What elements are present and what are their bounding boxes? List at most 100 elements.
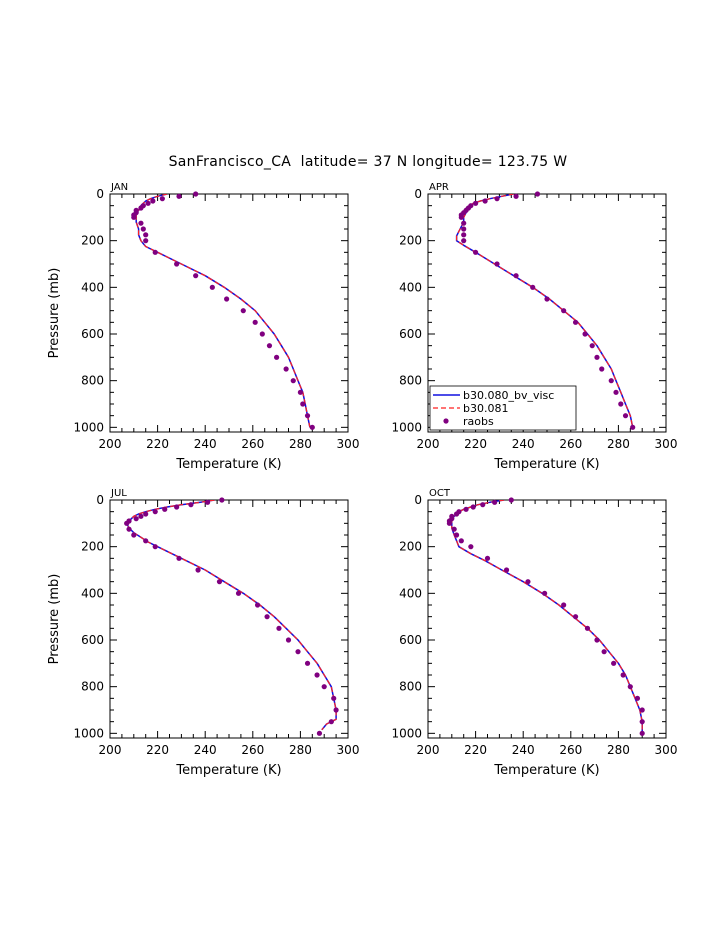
raobs-point (300, 401, 306, 407)
x-tick-label: 220 (464, 437, 487, 451)
raobs-point (254, 602, 261, 608)
raobs-point (193, 191, 199, 197)
x-axis-title: Temperature (K) (493, 457, 599, 472)
raobs-point (276, 625, 282, 631)
panel-oct: OCT 200 220 240 260 280 300 0 200 400 600 800 1000 Te… (391, 488, 677, 778)
raobs-point (492, 499, 498, 505)
x-axis-title: Temperature (K) (493, 763, 599, 778)
y-tick-label: 400 (81, 280, 104, 294)
raobs-point (446, 520, 453, 526)
x-tick-label: 200 (99, 743, 122, 757)
raobs-point (138, 220, 144, 226)
plot-frame (109, 499, 349, 739)
raobs-point (542, 590, 548, 596)
raobs-point (140, 226, 146, 232)
raobs-point (639, 719, 645, 725)
raobs-point (561, 602, 567, 608)
raobs-point (589, 343, 595, 349)
panel-jul: JUL 200 220 240 260 280 300 0 200 400 600 800 1000 Te… (47, 488, 359, 778)
x-tick-label: 200 (417, 437, 440, 451)
raobs-point (124, 520, 130, 526)
legend-box (429, 385, 577, 431)
raobs-point (188, 502, 194, 508)
raobs-point (572, 614, 579, 620)
raobs-point (138, 205, 144, 211)
y-tick-label: 200 (399, 540, 422, 554)
series-line-b30-081 (126, 500, 337, 731)
raobs-point (126, 526, 132, 532)
x-tick-label: 260 (241, 743, 264, 757)
raobs-point (561, 308, 567, 314)
y-tick-label: 400 (399, 280, 422, 294)
raobs-point (240, 308, 246, 314)
y-tick-label: 800 (81, 374, 104, 388)
raobs-point (143, 232, 149, 238)
raobs-point (264, 614, 270, 620)
raobs-point (463, 506, 469, 512)
raobs-point (530, 284, 536, 290)
y-tick-label: 0 (96, 187, 104, 201)
y-tick-label: 600 (399, 327, 422, 341)
raobs-point (235, 590, 242, 596)
raobs-point (494, 196, 500, 202)
x-tick-label: 240 (194, 743, 217, 757)
raobs-point (513, 273, 519, 279)
x-tick-label: 300 (337, 437, 360, 451)
legend-swatch-marker (443, 418, 449, 424)
y-tick-label: 600 (399, 633, 422, 647)
raobs-point (461, 232, 467, 238)
raobs-point (331, 695, 337, 701)
y-tick-label: 400 (81, 586, 104, 600)
raobs-point (174, 261, 180, 267)
raobs-point (138, 513, 144, 519)
panel-title: APR (429, 182, 449, 193)
raobs-point (152, 544, 158, 550)
raobs-point (195, 567, 201, 573)
raobs-point (594, 637, 600, 643)
raobs-point (143, 238, 149, 244)
raobs-point (176, 193, 182, 199)
raobs-point (461, 220, 467, 226)
raobs-point (216, 579, 223, 585)
raobs-point (333, 707, 339, 713)
raobs-point (508, 497, 514, 503)
raobs-point (451, 526, 457, 532)
raobs-point (152, 249, 158, 255)
y-tick-label: 800 (399, 374, 422, 388)
raobs-point (143, 511, 149, 517)
raobs-point (544, 296, 550, 302)
y-tick-label: 400 (399, 586, 422, 600)
series-line-b30-080 (451, 500, 643, 734)
series-line-b30-081 (135, 194, 311, 428)
raobs-point (513, 193, 519, 199)
y-tick-label: 1000 (391, 420, 422, 434)
x-tick-label: 300 (655, 437, 678, 451)
raobs-point (143, 538, 149, 544)
y-tick-label: 200 (399, 234, 422, 248)
raobs-point (219, 497, 225, 503)
y-tick-label: 0 (96, 493, 104, 507)
raobs-point (274, 354, 280, 360)
y-axis-title: Pressure (mb) (47, 268, 62, 359)
y-tick-label: 1000 (73, 726, 104, 740)
plot-frame (427, 499, 667, 739)
raobs-point (176, 555, 182, 561)
raobs-point (582, 331, 588, 337)
raobs-point (174, 504, 180, 510)
raobs-point (150, 198, 156, 204)
raobs-point (494, 261, 500, 267)
series-line-b30-080 (125, 500, 337, 731)
x-tick-label: 200 (417, 743, 440, 757)
raobs-point (283, 366, 289, 372)
raobs-point (321, 684, 327, 690)
series-line-b30-080 (135, 194, 311, 428)
raobs-point (639, 707, 645, 713)
raobs-point (470, 504, 476, 510)
raobs-point (162, 506, 168, 512)
x-tick-label: 300 (337, 743, 360, 757)
raobs-point (328, 719, 334, 725)
raobs-point (458, 214, 464, 220)
y-tick-label: 600 (81, 327, 104, 341)
y-tick-label: 1000 (391, 726, 422, 740)
raobs-point (224, 296, 230, 302)
